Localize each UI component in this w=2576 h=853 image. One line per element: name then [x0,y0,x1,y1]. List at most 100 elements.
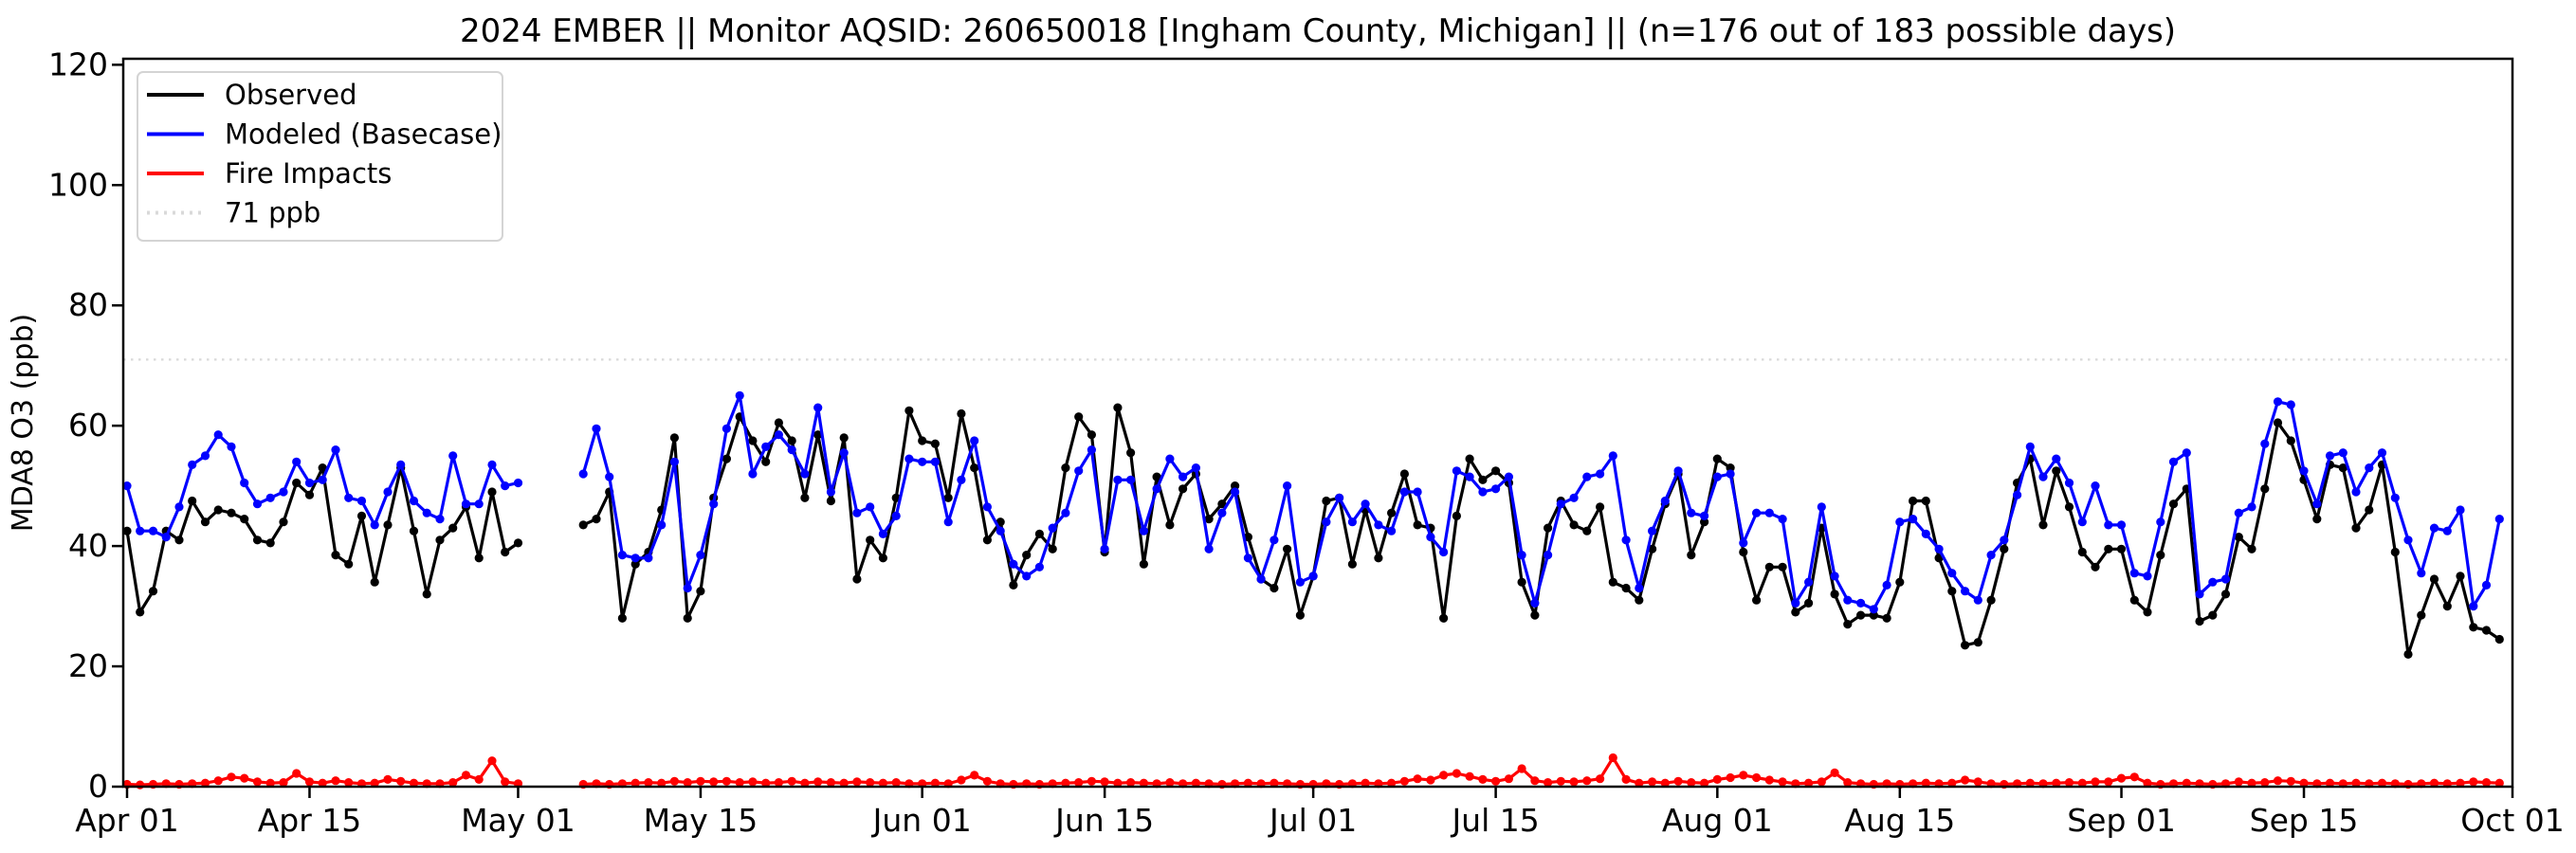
series-observed-line [125,406,2501,656]
series-modeled-basecase-point [1752,508,1762,517]
series-observed-point [1608,577,1617,587]
series-observed-point [1986,595,1996,605]
series-observed-point [1231,481,1240,491]
series-modeled-basecase-point [1791,598,1800,608]
series-modeled-basecase-point [1556,499,1565,509]
series-modeled-basecase-point [1961,587,1970,596]
series-modeled-basecase-point [1621,535,1631,545]
series-modeled-basecase-point [630,554,640,563]
series-modeled-basecase-point [826,487,836,497]
series-observed-point [1283,544,1292,554]
series-modeled-basecase-point [2325,451,2335,461]
series-modeled-basecase-point [930,457,941,466]
series-observed-point [617,613,628,623]
series-fire-impacts-point [1100,777,1109,787]
series-fire-impacts-point [1947,778,1957,788]
series-modeled-basecase-point [1673,466,1683,476]
x-tick-label: May 01 [461,802,575,839]
series-fire-impacts-point [891,778,901,788]
series-observed-point [2456,572,2465,581]
series-modeled-basecase-point [1712,472,1722,481]
series-fire-impacts-point [1061,778,1070,788]
series-fire-impacts-point [213,776,223,786]
series-observed-point [1478,475,1488,484]
series-modeled-basecase-point [2273,397,2283,407]
series-modeled-basecase-point [852,508,862,517]
y-tick-label: 80 [68,286,108,323]
series-fire-impacts-point [1660,778,1670,788]
series-fire-impacts-point [852,777,862,787]
series-modeled-basecase-point [1465,472,1474,481]
series-fire-impacts-point [1569,777,1579,787]
series-observed-point [1439,613,1449,623]
series-observed-point [1569,520,1579,530]
series-modeled-basecase-point [1660,496,1670,506]
series-observed-point [1830,590,1839,599]
series-modeled-basecase-point [422,508,431,517]
series-modeled-basecase-point [982,502,992,512]
series-modeled-basecase-point [1869,605,1878,614]
series-modeled-basecase-point [1843,595,1853,605]
series-observed-point [696,587,705,596]
legend: Observed Modeled (Basecase) Fire Impacts 71… [137,71,503,242]
series-observed-point [1048,544,1057,554]
series-observed-point [970,463,979,473]
series-fire-impacts-point [1087,776,1096,786]
series-modeled-basecase-point [1426,533,1435,542]
x-tick-label: May 15 [644,802,758,839]
series-fire-impacts-point [461,771,471,780]
x-tick-label: Jul 15 [1450,802,1539,839]
series-modeled-basecase-point [396,460,406,469]
series-observed-point [1113,403,1123,412]
series-fire-impacts-point [1139,778,1148,788]
x-tick-label: Apr 15 [258,802,362,839]
series-modeled-basecase-point [1608,451,1617,461]
series-observed-point [761,457,771,466]
series-modeled-basecase-point [592,424,601,433]
y-tick-label: 120 [48,45,108,82]
series-observed-point [487,487,497,497]
series-modeled-basecase-point [174,502,184,512]
series-fire-impacts-point [2351,778,2361,788]
series-modeled-basecase-point [2052,454,2061,463]
series-fire-impacts-point [1126,778,1136,788]
series-observed-point [318,463,327,473]
series-modeled-basecase-point [2013,490,2022,499]
series-modeled-basecase-point [1569,493,1579,502]
series-modeled-basecase-point [774,430,784,440]
series-observed-point [1087,430,1096,440]
series-modeled-basecase-point [2456,505,2465,515]
series-modeled-basecase-point [813,403,823,412]
series-fire-impacts-point [800,778,810,788]
series-observed-point [1700,517,1709,527]
series-observed-point [370,577,379,587]
series-modeled-basecase-point [1986,551,1996,560]
series-fire-impacts-point [396,776,406,786]
series-modeled-basecase-point [1087,445,1096,455]
series-modeled-basecase-point [1530,598,1540,608]
series-observed-point [774,418,784,427]
series-modeled-basecase-point [200,451,210,461]
series-fire-impacts-point [1556,776,1565,786]
series-fire-impacts [122,753,2504,789]
series-observed-point [1791,608,1800,617]
series-observed-point [136,608,145,617]
series-fire-impacts-point [1074,778,1084,788]
series-fire-impacts-point [2143,778,2152,788]
series-fire-impacts-point [1426,775,1435,785]
series-modeled-basecase-point [2116,520,2127,530]
series-fire-impacts-point [826,778,836,788]
series-modeled-basecase-point [1204,544,1214,554]
series-modeled-basecase-point [1764,508,1774,517]
series-modeled-basecase-point [136,526,145,535]
series-modeled-basecase-point [1034,562,1044,572]
series-fire-impacts-point [1726,772,1735,783]
x-tick-label: Apr 01 [75,802,179,839]
series-modeled-basecase-point [2091,481,2100,491]
series-modeled-basecase-point [2182,448,2191,458]
series-observed-point [1452,511,1461,521]
series-fire-impacts-point [761,778,771,788]
series-observed-point [2064,502,2074,512]
series-fire-impacts-point [279,778,288,788]
